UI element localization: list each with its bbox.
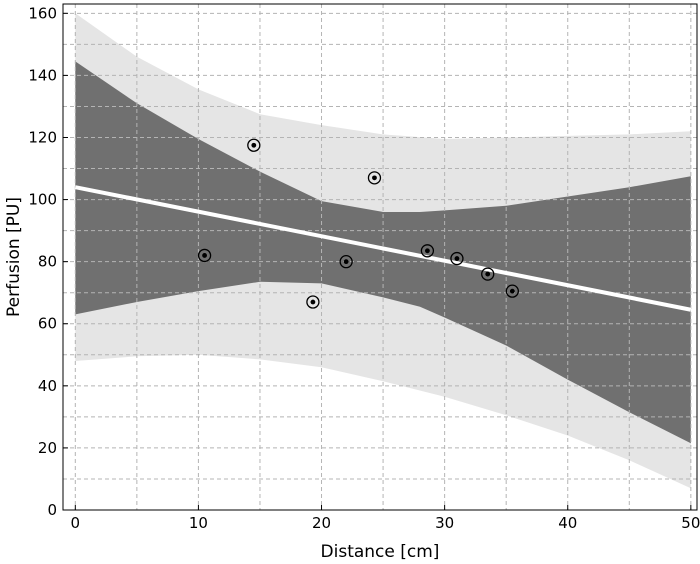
y-tick-label: 140 [28, 66, 57, 84]
x-tick-label: 10 [189, 514, 208, 532]
y-tick-label: 0 [47, 501, 57, 519]
data-point [339, 255, 353, 269]
data-point-dot [424, 248, 430, 254]
data-point-dot [251, 142, 257, 148]
x-tick-label: 30 [435, 514, 454, 532]
data-point [247, 138, 261, 152]
data-point-ring [306, 295, 320, 309]
data-point-dot [485, 271, 491, 277]
data-point-ring [247, 138, 261, 152]
regression-line [74, 185, 692, 312]
x-tick-label: 20 [312, 514, 331, 532]
data-point-dot [343, 259, 349, 265]
x-axis-label: Distance [cm] [321, 542, 440, 562]
y-tick-label: 160 [28, 4, 57, 22]
y-tick-label: 120 [28, 128, 57, 146]
data-point [450, 251, 464, 266]
y-tick-label: 40 [38, 377, 57, 395]
data-point-dot [509, 288, 515, 294]
data-point-dot [310, 299, 316, 305]
data-point [197, 248, 212, 263]
data-point [505, 284, 519, 298]
data-point-dot [202, 253, 207, 258]
points-layer [197, 138, 519, 309]
data-point [367, 171, 382, 185]
data-point-ring [339, 255, 353, 269]
data-point-dot [454, 256, 460, 261]
y-tick-label: 20 [38, 439, 57, 457]
y-axis-label: Perfusion [PU] [4, 197, 24, 317]
data-point [306, 295, 320, 309]
y-tick-label: 60 [38, 315, 57, 333]
data-point-ring [197, 248, 212, 263]
y-tick-label: 100 [28, 191, 57, 209]
data-point-ring [420, 244, 435, 258]
data-point [481, 267, 495, 281]
x-tick-label: 50 [681, 514, 700, 532]
data-point-ring [505, 284, 519, 298]
x-tick-label: 40 [558, 514, 577, 532]
plot-frame [62, 3, 698, 511]
data-point [420, 244, 435, 258]
data-point-ring [481, 267, 495, 281]
x-tick-label: 0 [71, 514, 81, 532]
ticks-layer: 0 10 20 30 40 50 0 20 40 60 80 100 120 140 160 [28, 4, 700, 532]
data-point-dot [372, 175, 377, 181]
data-point-ring [367, 171, 382, 185]
y-tick-label: 80 [38, 253, 57, 271]
fit-layer [74, 185, 692, 312]
data-point-ring [450, 251, 464, 266]
